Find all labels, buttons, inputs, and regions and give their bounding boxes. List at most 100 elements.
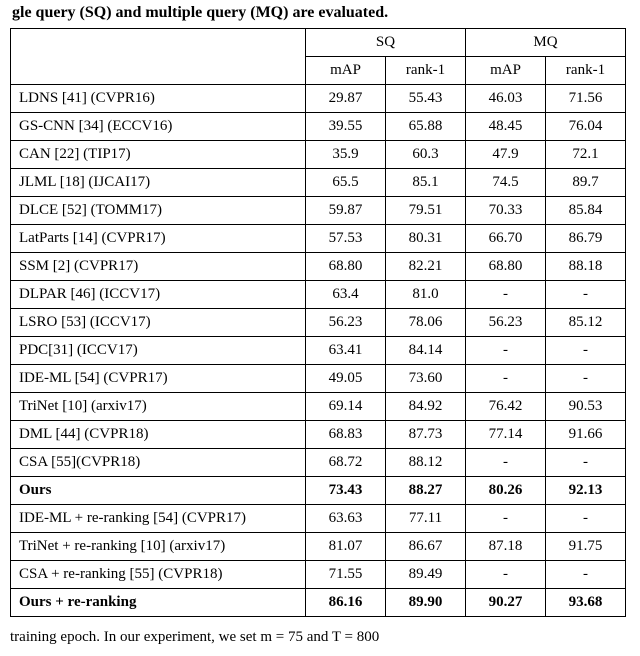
cell-mq-map: 70.33 bbox=[466, 197, 546, 225]
header-sq: SQ bbox=[306, 29, 466, 57]
cell-sq-rank1: 65.88 bbox=[386, 113, 466, 141]
cell-mq-map: 68.80 bbox=[466, 253, 546, 281]
cell-sq-rank1: 81.0 bbox=[386, 281, 466, 309]
cell-mq-rank1: 91.75 bbox=[546, 533, 626, 561]
header-empty bbox=[11, 29, 306, 85]
header-mq-map: mAP bbox=[466, 57, 546, 85]
cell-sq-rank1: 86.67 bbox=[386, 533, 466, 561]
table-row: IDE-ML + re-ranking [54] (CVPR17)63.6377… bbox=[11, 505, 626, 533]
cell-sq-map: 86.16 bbox=[306, 589, 386, 617]
cell-sq-rank1: 73.60 bbox=[386, 365, 466, 393]
cell-sq-rank1: 84.92 bbox=[386, 393, 466, 421]
cell-sq-map: 63.4 bbox=[306, 281, 386, 309]
cell-method: LDNS [41] (CVPR16) bbox=[11, 85, 306, 113]
cell-sq-rank1: 60.3 bbox=[386, 141, 466, 169]
cell-mq-rank1: - bbox=[546, 337, 626, 365]
cell-sq-map: 81.07 bbox=[306, 533, 386, 561]
cell-mq-rank1: 90.53 bbox=[546, 393, 626, 421]
cell-mq-map: - bbox=[466, 505, 546, 533]
table-row: LatParts [14] (CVPR17)57.5380.3166.7086.… bbox=[11, 225, 626, 253]
cell-sq-map: 65.5 bbox=[306, 169, 386, 197]
header-row-groups: SQ MQ bbox=[11, 29, 626, 57]
results-table: SQ MQ mAP rank-1 mAP rank-1 LDNS [41] (C… bbox=[10, 28, 626, 617]
cell-mq-rank1: 72.1 bbox=[546, 141, 626, 169]
table-row: GS-CNN [34] (ECCV16)39.5565.8848.4576.04 bbox=[11, 113, 626, 141]
table-row-ours: Ours + re-ranking86.1689.9090.2793.68 bbox=[11, 589, 626, 617]
cell-sq-map: 57.53 bbox=[306, 225, 386, 253]
cell-mq-rank1: - bbox=[546, 561, 626, 589]
table-row: TriNet [10] (arxiv17)69.1484.9276.4290.5… bbox=[11, 393, 626, 421]
cell-sq-map: 59.87 bbox=[306, 197, 386, 225]
table-row-ours: Ours73.4388.2780.2692.13 bbox=[11, 477, 626, 505]
cell-method: TriNet [10] (arxiv17) bbox=[11, 393, 306, 421]
cell-mq-map: - bbox=[466, 281, 546, 309]
cell-method: LatParts [14] (CVPR17) bbox=[11, 225, 306, 253]
cell-sq-map: 68.72 bbox=[306, 449, 386, 477]
cell-mq-map: - bbox=[466, 561, 546, 589]
cell-sq-rank1: 88.12 bbox=[386, 449, 466, 477]
cell-method: IDE-ML [54] (CVPR17) bbox=[11, 365, 306, 393]
cell-method: TriNet + re-ranking [10] (arxiv17) bbox=[11, 533, 306, 561]
cell-mq-rank1: - bbox=[546, 505, 626, 533]
cell-mq-rank1: - bbox=[546, 281, 626, 309]
header-mq-rank1: rank-1 bbox=[546, 57, 626, 85]
cell-mq-map: 47.9 bbox=[466, 141, 546, 169]
cell-sq-rank1: 85.1 bbox=[386, 169, 466, 197]
cell-sq-rank1: 80.31 bbox=[386, 225, 466, 253]
cell-sq-map: 49.05 bbox=[306, 365, 386, 393]
table-row: LSRO [53] (ICCV17)56.2378.0656.2385.12 bbox=[11, 309, 626, 337]
table-row: JLML [18] (IJCAI17)65.585.174.589.7 bbox=[11, 169, 626, 197]
cell-mq-rank1: - bbox=[546, 449, 626, 477]
table-row: IDE-ML [54] (CVPR17)49.0573.60-- bbox=[11, 365, 626, 393]
cell-method: SSM [2] (CVPR17) bbox=[11, 253, 306, 281]
cell-method: JLML [18] (IJCAI17) bbox=[11, 169, 306, 197]
cell-sq-map: 71.55 bbox=[306, 561, 386, 589]
cell-mq-rank1: 91.66 bbox=[546, 421, 626, 449]
cell-sq-map: 68.83 bbox=[306, 421, 386, 449]
cell-mq-map: 56.23 bbox=[466, 309, 546, 337]
cell-mq-rank1: 89.7 bbox=[546, 169, 626, 197]
cell-sq-rank1: 55.43 bbox=[386, 85, 466, 113]
cell-sq-rank1: 78.06 bbox=[386, 309, 466, 337]
table-row: TriNet + re-ranking [10] (arxiv17)81.078… bbox=[11, 533, 626, 561]
cell-mq-map: 46.03 bbox=[466, 85, 546, 113]
cell-sq-map: 73.43 bbox=[306, 477, 386, 505]
cell-mq-map: 87.18 bbox=[466, 533, 546, 561]
cell-method: CSA [55](CVPR18) bbox=[11, 449, 306, 477]
table-row: DLPAR [46] (ICCV17)63.481.0-- bbox=[11, 281, 626, 309]
cell-sq-map: 63.63 bbox=[306, 505, 386, 533]
cell-mq-map: - bbox=[466, 449, 546, 477]
cell-method: Ours + re-ranking bbox=[11, 589, 306, 617]
cell-mq-map: 80.26 bbox=[466, 477, 546, 505]
table-row: DML [44] (CVPR18)68.8387.7377.1491.66 bbox=[11, 421, 626, 449]
cell-sq-map: 56.23 bbox=[306, 309, 386, 337]
cell-sq-map: 29.87 bbox=[306, 85, 386, 113]
cell-sq-map: 39.55 bbox=[306, 113, 386, 141]
cell-sq-rank1: 89.49 bbox=[386, 561, 466, 589]
table-row: LDNS [41] (CVPR16)29.8755.4346.0371.56 bbox=[11, 85, 626, 113]
cell-method: IDE-ML + re-ranking [54] (CVPR17) bbox=[11, 505, 306, 533]
cell-sq-map: 35.9 bbox=[306, 141, 386, 169]
cell-mq-rank1: 71.56 bbox=[546, 85, 626, 113]
cell-sq-rank1: 89.90 bbox=[386, 589, 466, 617]
table-row: CAN [22] (TIP17)35.960.347.972.1 bbox=[11, 141, 626, 169]
cell-mq-rank1: 86.79 bbox=[546, 225, 626, 253]
cell-mq-map: - bbox=[466, 365, 546, 393]
cell-sq-map: 69.14 bbox=[306, 393, 386, 421]
table-row: CSA [55](CVPR18)68.7288.12-- bbox=[11, 449, 626, 477]
header-sq-map: mAP bbox=[306, 57, 386, 85]
cell-mq-rank1: 85.84 bbox=[546, 197, 626, 225]
cell-mq-map: 90.27 bbox=[466, 589, 546, 617]
cell-mq-map: 48.45 bbox=[466, 113, 546, 141]
cell-mq-map: 77.14 bbox=[466, 421, 546, 449]
cell-sq-rank1: 88.27 bbox=[386, 477, 466, 505]
cell-sq-map: 63.41 bbox=[306, 337, 386, 365]
table-caption-fragment: gle query (SQ) and multiple query (MQ) a… bbox=[12, 4, 630, 22]
cell-mq-rank1: 93.68 bbox=[546, 589, 626, 617]
cell-sq-rank1: 79.51 bbox=[386, 197, 466, 225]
header-sq-rank1: rank-1 bbox=[386, 57, 466, 85]
cell-method: PDC[31] (ICCV17) bbox=[11, 337, 306, 365]
cell-mq-map: - bbox=[466, 337, 546, 365]
table-row: CSA + re-ranking [55] (CVPR18)71.5589.49… bbox=[11, 561, 626, 589]
cell-sq-rank1: 87.73 bbox=[386, 421, 466, 449]
